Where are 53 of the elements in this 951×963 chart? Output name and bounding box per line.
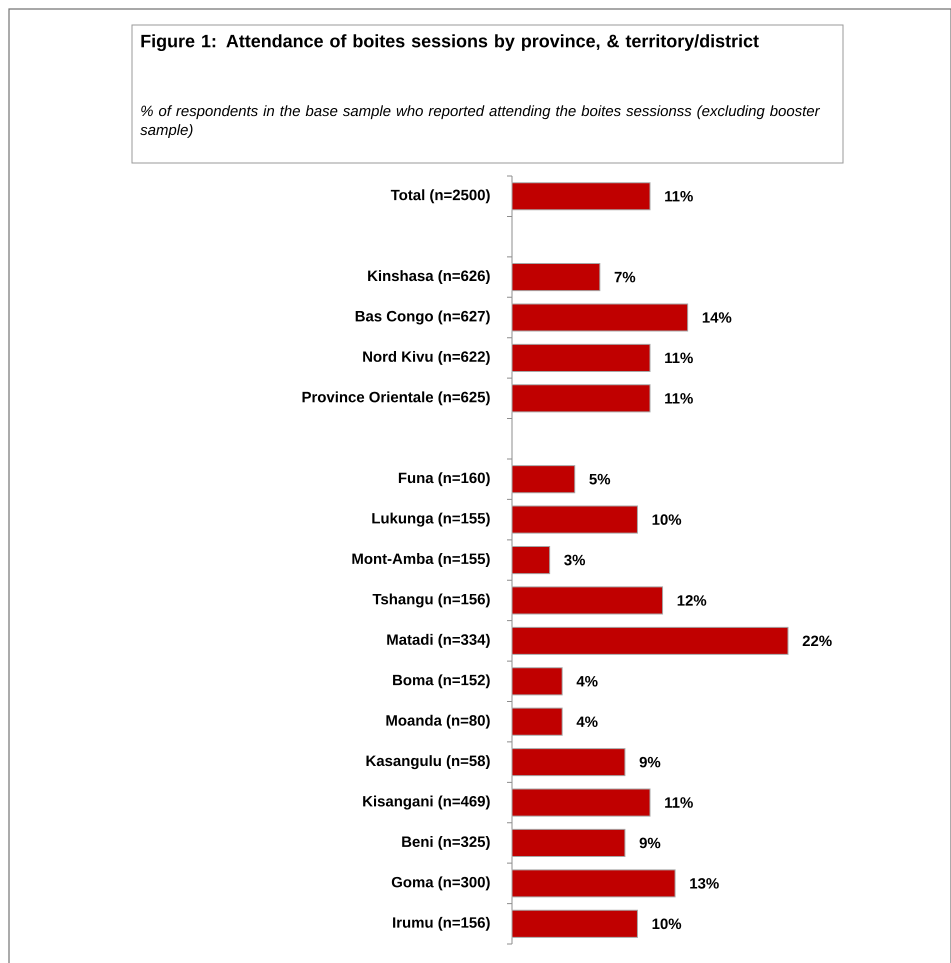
bar [512,788,650,817]
y-tick-label: Kisangani (n=469) [363,796,490,810]
bar [512,869,676,898]
bar [512,748,626,776]
data-label: 5% [589,474,610,484]
bar [512,303,688,332]
bar [512,344,650,372]
y-tick-label: Lukunga (n=155) [372,512,490,527]
chart-title: Figure 1: Attendance of boites sessions by province, & territory/district [141,34,759,51]
data-label: 14% [702,312,732,323]
y-tick-label: Boma (n=152) [393,674,490,688]
bar [512,708,563,736]
y-tick-label: Goma (n=300) [392,876,490,890]
bar [512,506,638,534]
y-tick-label: Kasangulu (n=58) [366,755,490,770]
data-label: 11% [665,393,693,404]
data-label: 9% [640,756,660,768]
data-label: 7% [614,272,636,282]
data-label: 9% [640,838,660,848]
bar [512,465,576,494]
bar [512,263,600,292]
bar [512,828,626,858]
y-tick-label: Total (n=2500) [390,189,490,204]
data-label: 4% [576,676,598,687]
bar [512,667,563,696]
y-tick-label: Irumu (n=156) [393,916,490,931]
data-label: 12% [678,595,706,606]
bar [512,182,650,210]
bar [512,586,664,614]
y-tick-label: Kinshasa (n=626) [368,270,490,284]
data-label: 11% [665,352,693,364]
data-label: 10% [652,918,682,930]
data-label: 4% [576,716,598,727]
y-tick-label: Bas Congo (n=627) [356,310,490,324]
data-label: 22% [802,636,832,646]
data-label: 13% [690,878,719,889]
data-label: 11% [665,797,693,808]
y-tick-label: Funa (n=160) [398,472,490,486]
y-tick-label: Nord Kivu (n=622) [363,350,490,365]
y-tick-label: Matadi (n=334) [387,634,490,648]
chart-subtitle: % of respondents in the base sample who reported attending the boites sessionss (excluding booster sample) [140,105,820,138]
bar [512,384,650,412]
y-tick-label: Tshangu (n=156) [372,593,490,608]
y-tick-label: Province Orientale (n=625) [302,391,490,406]
data-label: 11% [665,190,693,202]
data-label: 3% [564,554,586,566]
bar [512,546,550,574]
y-tick-label: Mont-Amba (n=155) [352,553,490,567]
y-tick-label: Beni (n=325) [402,836,490,850]
bar [512,626,788,655]
data-label: 10% [652,514,682,525]
bar [512,910,638,938]
y-tick-label: Moanda (n=80) [386,714,490,729]
